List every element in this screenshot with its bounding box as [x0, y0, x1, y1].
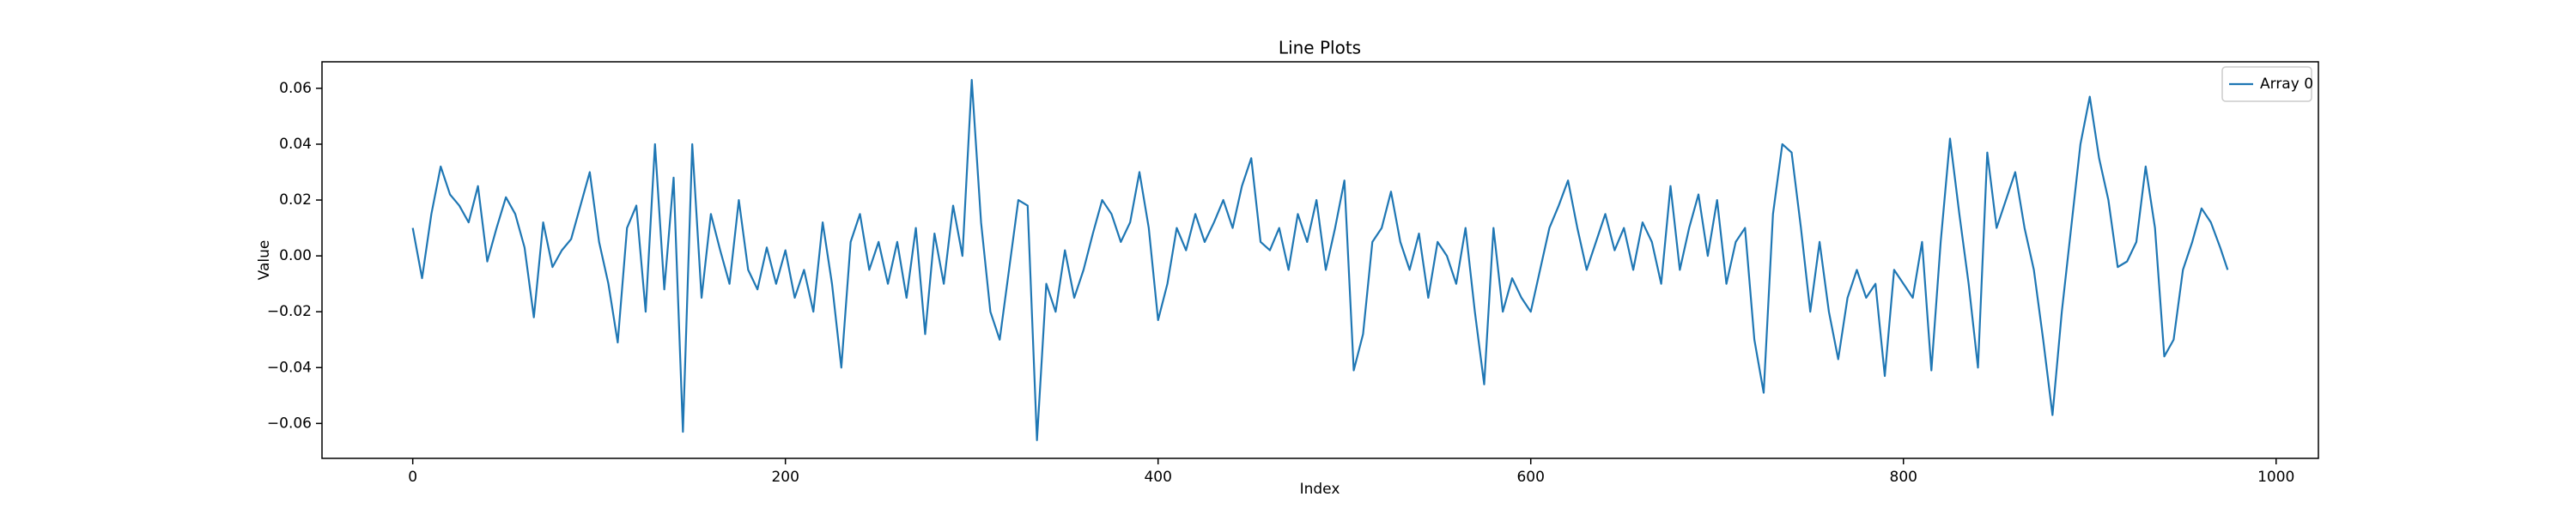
y-tick-label: 0.04	[279, 136, 312, 153]
legend-label: Array 0	[2260, 76, 2313, 93]
data-line	[411, 79, 2229, 441]
x-tick-label: 0	[408, 469, 417, 486]
y-tick-label: −0.04	[267, 359, 312, 376]
legend-box	[2221, 66, 2312, 102]
chart-title: Line Plots	[1279, 38, 1361, 58]
y-tick-label: −0.02	[267, 303, 312, 320]
y-tick-label: −0.06	[267, 415, 312, 432]
x-tick-label: 800	[1890, 469, 1917, 486]
y-tick-label: 0.06	[279, 80, 312, 97]
y-tick-label: 0.02	[279, 191, 312, 209]
x-tick-label: 1000	[2257, 469, 2294, 486]
x-tick-label: 200	[771, 469, 799, 486]
x-axis-label: Index	[1300, 481, 1340, 498]
x-tick-label: 400	[1144, 469, 1171, 486]
plot-frame	[321, 61, 2319, 459]
x-tick-label: 600	[1516, 469, 1544, 486]
y-tick-label: 0.00	[279, 247, 312, 264]
y-axis-label: Value	[256, 240, 273, 281]
